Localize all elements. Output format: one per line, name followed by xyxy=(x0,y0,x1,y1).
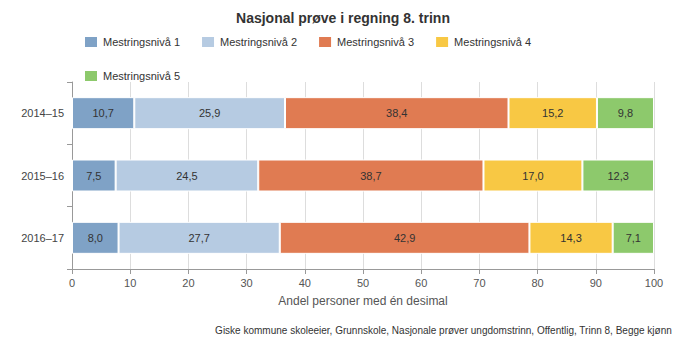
svg-text:24,5: 24,5 xyxy=(176,170,197,182)
svg-text:2014–15: 2014–15 xyxy=(21,107,64,119)
svg-text:100: 100 xyxy=(645,277,663,289)
svg-text:12,3: 12,3 xyxy=(607,170,628,182)
svg-text:10: 10 xyxy=(124,277,136,289)
svg-text:38,7: 38,7 xyxy=(360,170,381,182)
svg-text:90: 90 xyxy=(590,277,602,289)
svg-text:Mestringsnivå 5: Mestringsnivå 5 xyxy=(103,70,180,82)
svg-text:10,7: 10,7 xyxy=(92,107,113,119)
svg-text:70: 70 xyxy=(473,277,485,289)
svg-text:Giske kommune skoleeier, Grunn: Giske kommune skoleeier, Grunnskole, Nas… xyxy=(215,325,672,336)
svg-text:9,8: 9,8 xyxy=(618,107,633,119)
svg-text:Mestringsnivå 4: Mestringsnivå 4 xyxy=(454,36,531,48)
svg-text:20: 20 xyxy=(182,277,194,289)
svg-text:80: 80 xyxy=(531,277,543,289)
svg-text:Andel personer med én desimal: Andel personer med én desimal xyxy=(278,294,447,308)
svg-text:Mestringsnivå 1: Mestringsnivå 1 xyxy=(103,36,180,48)
svg-text:0: 0 xyxy=(69,277,75,289)
svg-text:17,0: 17,0 xyxy=(522,170,543,182)
svg-text:40: 40 xyxy=(299,277,311,289)
svg-text:15,2: 15,2 xyxy=(542,107,563,119)
svg-text:27,7: 27,7 xyxy=(188,232,209,244)
svg-text:42,9: 42,9 xyxy=(394,232,415,244)
svg-text:7,5: 7,5 xyxy=(86,170,101,182)
svg-text:50: 50 xyxy=(357,277,369,289)
svg-text:2016–17: 2016–17 xyxy=(21,232,64,244)
svg-text:Nasjonal prøve i regning 8. tr: Nasjonal prøve i regning 8. trinn xyxy=(236,10,450,26)
svg-text:Mestringsnivå 3: Mestringsnivå 3 xyxy=(337,36,414,48)
svg-text:25,9: 25,9 xyxy=(199,107,220,119)
svg-text:38,4: 38,4 xyxy=(386,107,407,119)
svg-text:7,1: 7,1 xyxy=(626,232,641,244)
svg-text:Mestringsnivå 2: Mestringsnivå 2 xyxy=(220,36,297,48)
svg-text:8,0: 8,0 xyxy=(88,232,103,244)
svg-text:30: 30 xyxy=(240,277,252,289)
svg-text:60: 60 xyxy=(415,277,427,289)
svg-text:14,3: 14,3 xyxy=(560,232,581,244)
svg-text:2015–16: 2015–16 xyxy=(21,170,64,182)
